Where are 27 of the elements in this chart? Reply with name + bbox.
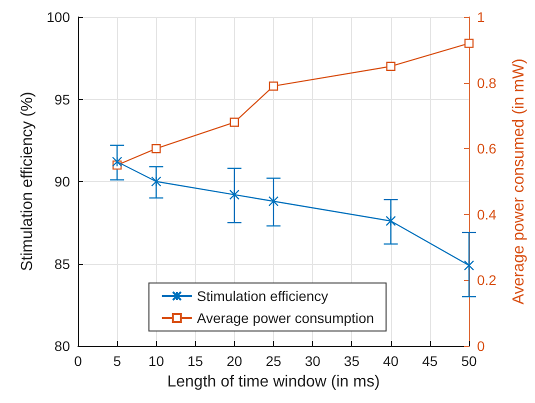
y2-tick-label: 0: [477, 338, 485, 354]
x-tick-label: 15: [188, 353, 204, 369]
y2-tick-label: 0.8: [477, 74, 497, 91]
y-tick-label: 95: [54, 91, 70, 108]
x-axis-title: Length of time window (in ms): [167, 374, 380, 390]
y2-tick-label: 0.2: [477, 272, 497, 288]
x-tick-label: 20: [226, 353, 242, 369]
x-tick-label: 35: [344, 353, 360, 369]
y-tick-label: 85: [54, 256, 70, 272]
y2-tick-label: 0.6: [477, 140, 497, 157]
y-tick-label: 80: [54, 338, 70, 354]
y-tick-label: 100: [46, 9, 70, 25]
x-tick-label: 0: [74, 353, 82, 369]
x-tick-label: 30: [304, 353, 321, 369]
y2-tick-label: 0.4: [477, 206, 497, 222]
x-tick-label: 10: [148, 353, 164, 369]
x-tick-label: 40: [383, 353, 399, 369]
y-axis-title: Stimulation efficiency (%): [19, 92, 36, 272]
x-tick-label: 45: [422, 353, 438, 369]
legend-label: Stimulation efficiency: [196, 288, 328, 304]
x-tick-label: 50: [461, 353, 477, 369]
legend-label: Average power consumption: [196, 310, 374, 326]
x-tick-label: 5: [113, 353, 122, 369]
x-tick-label: 25: [266, 353, 282, 369]
y2-axis-title: Average power consumed (in mW): [510, 58, 528, 305]
y-tick-label: 90: [54, 174, 70, 190]
y2-tick-label: 1: [477, 9, 485, 25]
